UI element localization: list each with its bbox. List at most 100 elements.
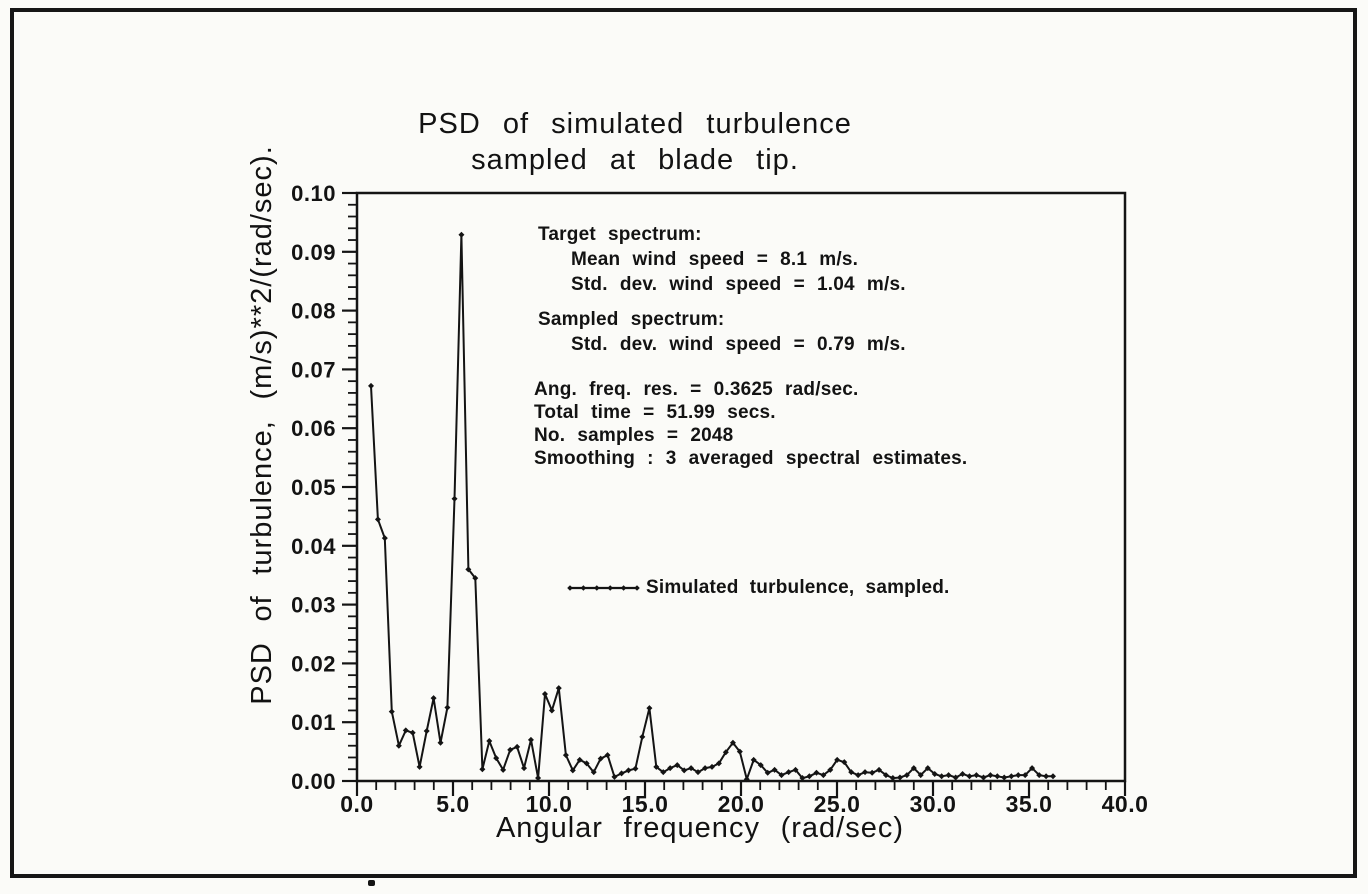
data-point-marker bbox=[848, 769, 855, 776]
data-point-marker bbox=[729, 739, 736, 746]
target-mean-wind-speed: Mean wind speed = 8.1 m/s. bbox=[571, 249, 859, 270]
num-samples: No. samples = 2048 bbox=[534, 425, 734, 446]
data-point-marker bbox=[952, 774, 959, 781]
data-point-marker bbox=[882, 772, 889, 779]
x-tick-label: 40.0 bbox=[1102, 791, 1149, 817]
data-point-marker bbox=[653, 763, 660, 770]
data-point-marker bbox=[576, 756, 583, 763]
data-point-marker bbox=[827, 766, 834, 773]
x-tick-label: 35.0 bbox=[1006, 791, 1053, 817]
data-point-marker bbox=[896, 774, 903, 781]
y-tick-label: 0.10 bbox=[291, 181, 336, 206]
data-point-marker bbox=[778, 772, 785, 779]
ang-freq-res: Ang. freq. res. = 0.3625 rad/sec. bbox=[534, 379, 859, 400]
data-point-marker bbox=[1022, 772, 1029, 779]
sampled-spectrum-header: Sampled spectrum: bbox=[538, 309, 725, 330]
data-point-marker bbox=[750, 756, 757, 763]
data-point-marker bbox=[437, 739, 444, 746]
data-point-marker bbox=[632, 765, 639, 772]
x-axis-ticks: 0.0 5.0 10.0 15.0 20.0 25.0 30.0 35.0 40.0 bbox=[340, 781, 1148, 817]
data-point-marker bbox=[743, 776, 750, 783]
data-point-marker bbox=[507, 746, 514, 753]
data-point-marker bbox=[611, 773, 618, 780]
total-time: Total time = 51.99 secs. bbox=[534, 402, 776, 423]
data-point-marker bbox=[1036, 772, 1043, 779]
data-point-marker bbox=[479, 766, 486, 773]
x-axis-title: Angular frequency (rad/sec) bbox=[495, 812, 905, 844]
legend-marker bbox=[567, 585, 573, 591]
data-point-marker bbox=[722, 749, 729, 756]
data-point-marker bbox=[681, 767, 688, 774]
data-point-marker bbox=[583, 760, 590, 767]
data-point-marker bbox=[702, 765, 709, 772]
data-point-marker bbox=[1029, 765, 1036, 772]
data-point-marker bbox=[869, 769, 876, 776]
data-point-marker bbox=[841, 759, 848, 766]
data-point-marker bbox=[1008, 773, 1015, 780]
data-point-marker bbox=[980, 774, 987, 781]
data-point-marker bbox=[973, 772, 980, 779]
data-point-marker bbox=[555, 685, 562, 692]
x-tick-label: 25.0 bbox=[814, 791, 861, 817]
smoothing: Smoothing : 3 averaged spectral estimate… bbox=[534, 448, 968, 469]
data-point-marker bbox=[876, 766, 883, 773]
data-point-marker bbox=[1043, 773, 1050, 780]
data-point-marker bbox=[764, 769, 771, 776]
y-tick-label: 0.00 bbox=[291, 769, 336, 794]
data-point-marker bbox=[402, 727, 409, 734]
data-point-marker bbox=[597, 755, 604, 762]
data-point-marker bbox=[395, 742, 402, 749]
data-point-marker bbox=[1015, 772, 1022, 779]
sampled-std-dev-wind-speed: Std. dev. wind speed = 0.79 m/s. bbox=[571, 334, 906, 355]
y-tick-label: 0.07 bbox=[291, 357, 336, 382]
data-point-marker bbox=[444, 704, 451, 711]
legend-marker bbox=[634, 585, 640, 591]
data-point-marker bbox=[541, 690, 548, 697]
data-point-marker bbox=[994, 773, 1001, 780]
y-axis-title: PSD of turbulence, (m/s)**2/(rad/sec). bbox=[246, 145, 278, 705]
x-tick-label: 5.0 bbox=[436, 791, 469, 817]
x-tick-label: 15.0 bbox=[622, 791, 669, 817]
data-point-marker bbox=[813, 769, 820, 776]
data-point-marker bbox=[374, 516, 381, 523]
legend-marker bbox=[620, 585, 627, 591]
data-point-marker bbox=[757, 762, 764, 769]
data-point-marker bbox=[917, 772, 924, 779]
data-point-marker bbox=[674, 762, 681, 769]
data-point-marker bbox=[834, 756, 841, 763]
data-point-marker bbox=[521, 765, 528, 772]
data-point-marker bbox=[604, 752, 611, 759]
data-point-marker bbox=[625, 767, 632, 774]
data-point-marker bbox=[799, 775, 806, 782]
y-tick-label: 0.06 bbox=[291, 416, 336, 441]
data-point-marker bbox=[667, 765, 674, 772]
data-point-marker bbox=[409, 729, 416, 736]
data-point-marker bbox=[416, 763, 423, 770]
data-point-marker bbox=[862, 769, 869, 776]
data-point-marker bbox=[423, 728, 430, 735]
y-tick-label: 0.02 bbox=[291, 651, 336, 676]
data-point-marker bbox=[618, 770, 625, 777]
data-point-marker bbox=[771, 766, 778, 773]
scan-artifact-dot bbox=[368, 880, 375, 886]
data-point-marker bbox=[931, 770, 938, 777]
data-point-marker bbox=[987, 772, 994, 779]
data-point-marker bbox=[500, 766, 507, 773]
chart-title: PSD of simulated turbulence sampled at b… bbox=[330, 106, 940, 178]
y-tick-label: 0.08 bbox=[291, 299, 336, 324]
data-point-marker bbox=[472, 575, 479, 582]
data-point-marker bbox=[458, 231, 465, 238]
chart-title-line2: sampled at blade tip. bbox=[471, 144, 799, 176]
data-point-marker bbox=[938, 773, 945, 780]
data-point-marker bbox=[465, 566, 472, 573]
data-point-marker bbox=[792, 766, 799, 773]
data-point-marker bbox=[688, 765, 695, 772]
y-tick-label: 0.01 bbox=[291, 710, 336, 735]
x-tick-label: 30.0 bbox=[910, 791, 957, 817]
x-tick-label: 10.0 bbox=[526, 791, 573, 817]
data-point-marker bbox=[889, 775, 896, 782]
legend-marker bbox=[594, 585, 600, 591]
y-axis-ticks: 0.00 0.01 0.02 0.03 0.04 0.05 0.06 0.07 0.08 0.09… bbox=[291, 181, 357, 794]
